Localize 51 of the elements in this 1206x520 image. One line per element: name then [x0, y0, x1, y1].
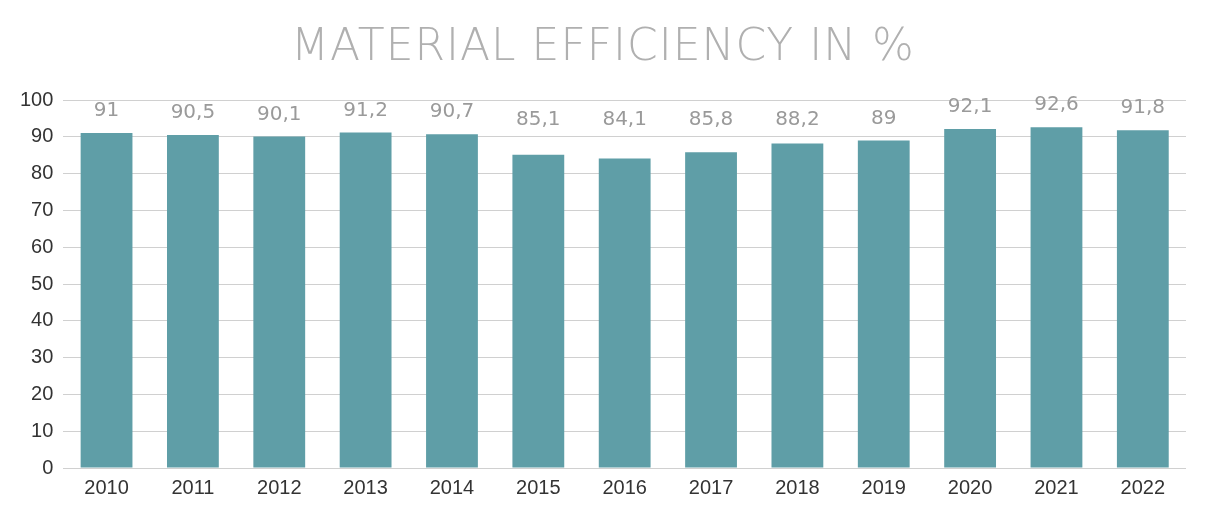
data-label: 92,6: [1034, 91, 1079, 116]
x-tick-label: 2010: [84, 475, 129, 498]
bar: [253, 136, 306, 468]
y-tick-label: 0: [42, 455, 54, 478]
data-label: 85,8: [688, 106, 734, 131]
bar: [1116, 130, 1169, 468]
data-label: 90,5: [170, 99, 216, 124]
bar: [771, 143, 824, 468]
x-tick-label: 2016: [602, 475, 647, 498]
x-tick-label: 2012: [257, 475, 302, 498]
bar: [685, 152, 737, 468]
y-tick-label: 90: [31, 124, 54, 147]
y-tick-label: 10: [31, 418, 54, 441]
x-tick-label: 2022: [1120, 475, 1166, 498]
data-label: 92,1: [947, 93, 993, 118]
data-label: 91,2: [343, 96, 388, 121]
y-tick-label: 80: [31, 161, 54, 184]
x-tick-label: 2021: [1034, 475, 1079, 498]
bar: [80, 133, 133, 468]
y-tick-label: 40: [31, 308, 54, 331]
bar: [167, 134, 219, 468]
data-label: 91,8: [1120, 94, 1166, 119]
x-tick-label: 2017: [688, 475, 734, 498]
data-label: 90,7: [429, 98, 475, 123]
data-label: 89: [871, 104, 897, 129]
bar: [944, 129, 997, 468]
y-tick-label: 70: [31, 197, 54, 220]
chart-title: MATERIAL EFFICIENCY IN %: [290, 18, 916, 72]
x-tick-label: 2014: [429, 475, 475, 498]
data-label: 88,2: [775, 106, 820, 131]
bar: [512, 154, 565, 468]
y-tick-label: 60: [31, 234, 54, 257]
bar: [857, 140, 910, 468]
x-tick-label: 2018: [775, 475, 820, 498]
x-tick-label: 2020: [947, 475, 993, 498]
y-tick-label: 30: [31, 345, 54, 368]
y-tick-label: 100: [19, 87, 54, 110]
bar: [1030, 127, 1083, 468]
bar: [426, 134, 478, 468]
x-tick-label: 2015: [516, 475, 561, 498]
bar: [339, 132, 392, 468]
x-tick-label: 2013: [343, 475, 388, 498]
x-tick-label: 2011: [171, 475, 215, 498]
y-tick-label: 50: [31, 271, 54, 294]
data-label: 85,1: [516, 106, 561, 131]
x-tick-label: 2019: [861, 475, 906, 498]
y-tick-label: 20: [31, 381, 54, 404]
data-label: 90,1: [256, 100, 302, 125]
data-label: 91: [93, 97, 120, 122]
bar: [598, 158, 651, 468]
data-label: 84,1: [602, 106, 647, 131]
